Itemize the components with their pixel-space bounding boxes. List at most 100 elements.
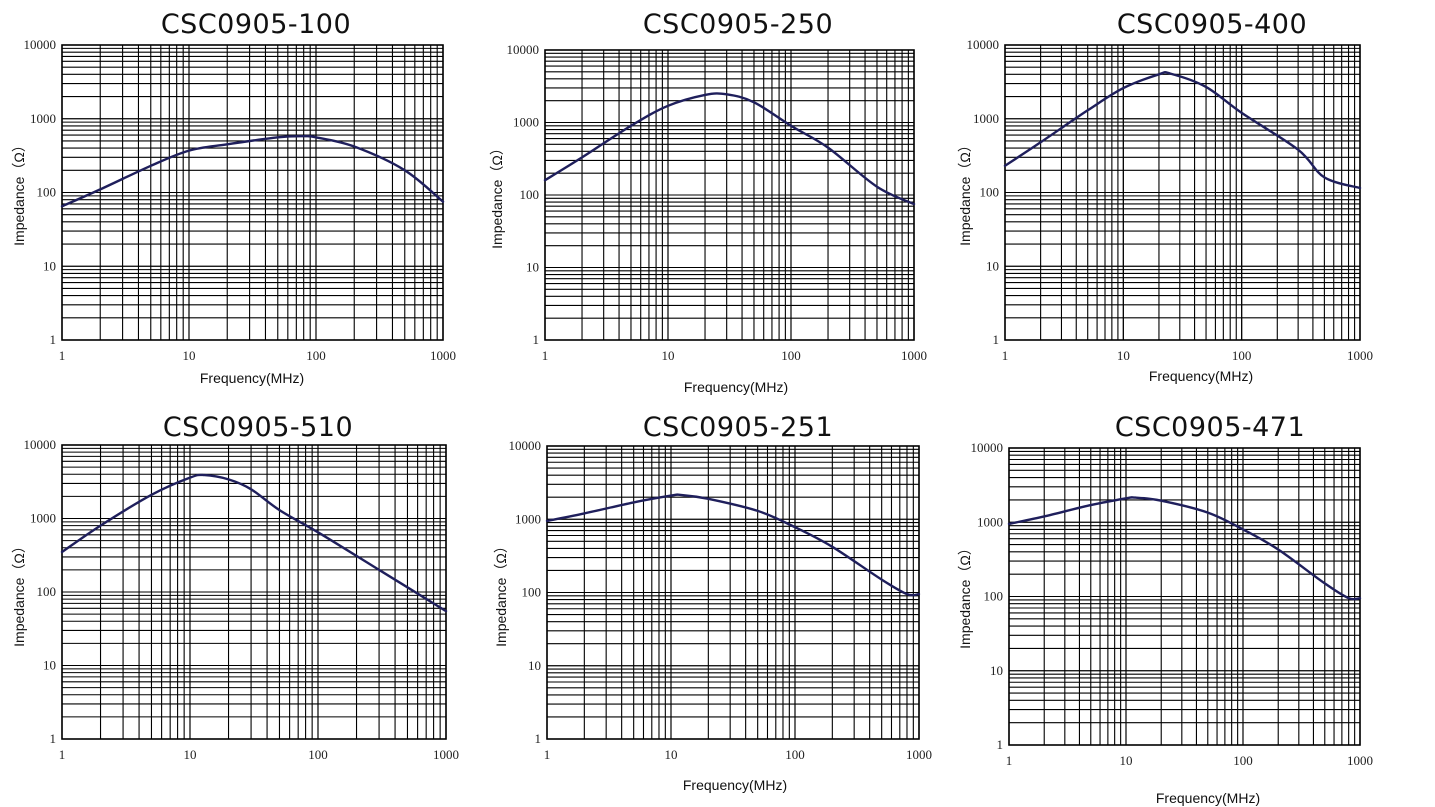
- y-tick-label: 10000: [24, 37, 57, 52]
- y-tick-label: 10: [528, 658, 541, 673]
- y-axis-label: Impedance（Ω）: [493, 539, 509, 647]
- x-tick-label: 10: [662, 348, 675, 363]
- chart-csc0905-471: CSC0905-471 1 10 100 1000 1 10 100 1000 10000 Fr…: [957, 412, 1374, 806]
- x-axis-label: Frequency(MHz): [1149, 368, 1253, 384]
- grid: [61, 444, 447, 740]
- x-tick-label: 1000: [433, 747, 459, 762]
- chart-title: CSC0905-471: [1115, 412, 1305, 443]
- chart-csc0905-251: CSC0905-251 1 10 100 1000 1 10 100 1000 10000 Fr…: [493, 412, 933, 793]
- chart-title: CSC0905-100: [161, 9, 351, 40]
- x-tick-label: 100: [308, 747, 328, 762]
- y-tick-label: 10: [986, 258, 999, 273]
- plot-frame: [61, 44, 444, 341]
- y-tick-label: 10: [43, 258, 56, 273]
- x-tick-label: 1000: [901, 348, 927, 363]
- impedance-curve: [1003, 71, 1362, 190]
- impedance-curve: [543, 92, 916, 206]
- chart-csc0905-100: CSC0905-100 1 10 100 1000 1 10 100 1000 10000 Fr…: [11, 9, 457, 386]
- y-tick-label: 10: [990, 663, 1003, 678]
- y-tick-label: 10000: [509, 438, 542, 453]
- x-tick-label: 1: [542, 348, 549, 363]
- chart-csc0905-510: CSC0905-510 1 10 100 1000 1 10 100 1000 10000 Im…: [11, 412, 460, 762]
- y-tick-label: 1000: [973, 111, 999, 126]
- impedance-curve: [545, 493, 921, 597]
- x-tick-label: 100: [781, 348, 801, 363]
- chart-title: CSC0905-251: [643, 412, 833, 443]
- chart-csc0905-250: CSC0905-250 1 10 100 1000 1 10 100 1000 10000 Fr…: [489, 9, 928, 395]
- x-tick-label: 1000: [906, 747, 932, 762]
- y-tick-label: 100: [37, 185, 57, 200]
- x-axis-label: Frequency(MHz): [200, 370, 304, 386]
- y-tick-label: 1000: [30, 111, 56, 126]
- chart-panel-csc0905-510: CSC0905-510 1 10 100 1000 1 10 100 1000 10000 Im…: [0, 403, 478, 806]
- grid: [544, 49, 915, 341]
- y-tick-label: 1: [993, 332, 1000, 347]
- x-tick-label: 100: [306, 348, 326, 363]
- x-tick-label: 10: [183, 348, 196, 363]
- chart-title: CSC0905-510: [163, 412, 353, 443]
- y-axis-label: Impedance（Ω）: [957, 138, 973, 246]
- y-tick-label: 1: [997, 737, 1004, 752]
- x-tick-label: 10: [184, 747, 197, 762]
- y-axis-label: Impedance（Ω）: [957, 541, 973, 649]
- y-tick-label: 1000: [30, 511, 56, 526]
- chart-title: CSC0905-400: [1117, 9, 1307, 40]
- x-tick-label: 10: [1120, 753, 1133, 768]
- plot-frame: [1004, 44, 1361, 341]
- chart-panel-csc0905-400: CSC0905-400 1 10 100 1000 1 10 100 1000 10000 Fr…: [956, 0, 1434, 403]
- chart-panel-csc0905-100: CSC0905-100 1 10 100 1000 1 10 100 1000 10000 Fr…: [0, 0, 478, 403]
- x-tick-label: 100: [1232, 348, 1252, 363]
- chart-panel-csc0905-251: CSC0905-251 1 10 100 1000 1 10 100 1000 10000 Fr…: [478, 403, 956, 806]
- y-tick-label: 10000: [967, 37, 1000, 52]
- y-tick-label: 1000: [513, 115, 539, 130]
- tick-labels: 1 10 100 1000 1 10 100 1000 10000: [507, 42, 928, 363]
- y-tick-label: 1: [535, 731, 542, 746]
- x-tick-label: 100: [785, 747, 805, 762]
- chart-csc0905-400: CSC0905-400 1 10 100 1000 1 10 100 1000 10000 Fr…: [957, 9, 1374, 384]
- impedance-curve: [1007, 496, 1362, 601]
- impedance-curve: [60, 134, 445, 208]
- y-tick-label: 10000: [24, 437, 57, 452]
- chart-panel-csc0905-471: CSC0905-471 1 10 100 1000 1 10 100 1000 10000 Fr…: [956, 403, 1434, 806]
- x-tick-label: 1000: [1347, 753, 1373, 768]
- x-tick-label: 1: [544, 747, 551, 762]
- grid: [1008, 447, 1361, 746]
- y-tick-label: 100: [522, 585, 542, 600]
- tick-labels: 1 10 100 1000 1 10 100 1000 10000: [509, 438, 933, 762]
- grid: [546, 445, 920, 740]
- grid: [1004, 44, 1361, 341]
- x-tick-label: 1: [59, 747, 66, 762]
- plot-frame: [1008, 447, 1361, 746]
- y-axis-label: Impedance（Ω）: [489, 141, 505, 249]
- x-tick-label: 1000: [430, 348, 456, 363]
- tick-labels: 1 10 100 1000 1 10 100 1000 10000: [967, 37, 1374, 363]
- x-axis-label: Frequency(MHz): [1156, 790, 1260, 806]
- impedance-curve: [60, 473, 448, 613]
- plot-frame: [544, 49, 915, 341]
- plot-frame: [61, 444, 447, 740]
- x-tick-label: 1: [1006, 753, 1013, 768]
- y-axis-label: Impedance（Ω）: [11, 539, 27, 647]
- y-tick-label: 10000: [507, 42, 540, 57]
- plot-frame: [546, 445, 920, 740]
- x-tick-label: 1: [59, 348, 66, 363]
- grid: [61, 44, 444, 341]
- x-axis-label: Frequency(MHz): [684, 379, 788, 395]
- x-tick-label: 10: [1117, 348, 1130, 363]
- y-axis-label: Impedance（Ω）: [11, 138, 27, 246]
- x-tick-label: 100: [1233, 753, 1253, 768]
- y-tick-label: 1: [533, 332, 540, 347]
- y-tick-label: 100: [520, 187, 540, 202]
- y-tick-label: 100: [37, 584, 57, 599]
- y-tick-label: 1000: [977, 514, 1003, 529]
- tick-labels: 1 10 100 1000 1 10 100 1000 10000: [24, 37, 457, 363]
- y-tick-label: 10: [526, 260, 539, 275]
- y-tick-label: 100: [980, 185, 1000, 200]
- x-tick-label: 1: [1002, 348, 1009, 363]
- y-tick-label: 10: [43, 658, 56, 673]
- tick-labels: 1 10 100 1000 1 10 100 1000 10000: [24, 437, 460, 762]
- chart-panel-csc0905-250: CSC0905-250 1 10 100 1000 1 10 100 1000 10000 Fr…: [478, 0, 956, 403]
- y-tick-label: 10000: [971, 440, 1004, 455]
- x-tick-label: 10: [665, 747, 678, 762]
- tick-labels: 1 10 100 1000 1 10 100 1000 10000: [971, 440, 1374, 768]
